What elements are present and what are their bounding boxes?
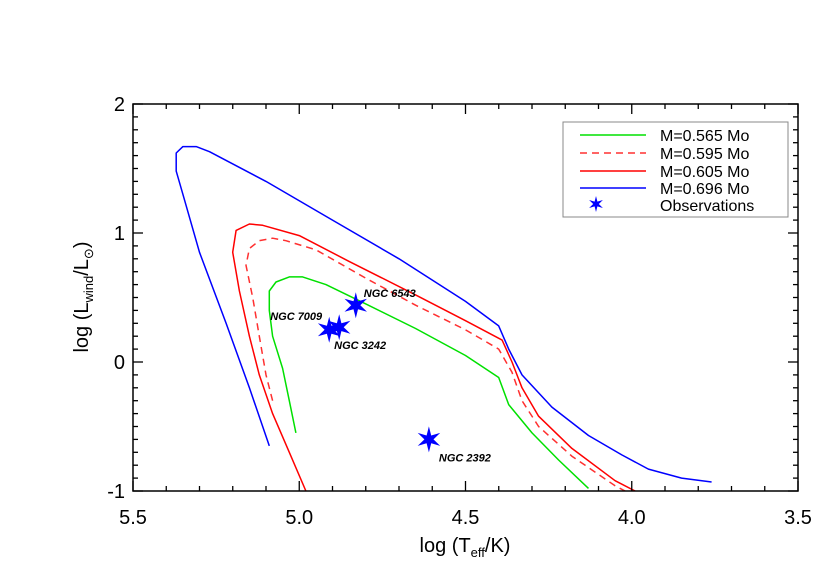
legend-label-observations: Observations — [660, 198, 754, 215]
x-tick-label: 4.5 — [452, 507, 480, 529]
x-tick-label: 4.0 — [618, 507, 646, 529]
series-line-1 — [245, 237, 626, 491]
y-tick-label: 1 — [114, 223, 125, 245]
annotation-label: NGC 7009 — [270, 311, 323, 323]
y-axis-label: log (Lwind/L⊙) — [71, 241, 96, 352]
series-layer — [175, 145, 712, 491]
x-tick-label: 5.0 — [285, 507, 313, 529]
legend-label-0595: M=0.595 Mo — [660, 146, 749, 163]
series-line-2 — [231, 223, 636, 491]
x-tick-label: 5.5 — [119, 507, 147, 529]
legend: M=0.565 Mo M=0.595 Mo M=0.605 Mo M=0.696… — [562, 121, 789, 218]
annotation-label: NGC 2392 — [439, 452, 491, 464]
annotations-layer: NGC 6543 NGC 7009 NGC 3242 NGC 2392 — [270, 288, 491, 464]
observation-star-icon — [344, 292, 367, 319]
observation-star-icon — [327, 314, 351, 341]
legend-star-icon — [589, 196, 603, 212]
y-tick-label: 2 — [114, 94, 125, 116]
x-axis-label: log (Teff/K) — [420, 535, 511, 560]
axes: 5.5 5.0 4.5 4.0 3.5 -1 0 1 2 — [107, 94, 812, 529]
legend-label-0696: M=0.696 Mo — [660, 181, 749, 198]
legend-label-0605: M=0.605 Mo — [660, 164, 749, 181]
legend-star-shape — [589, 196, 603, 212]
observations-layer — [317, 292, 441, 453]
legend-label-0565: M=0.565 Mo — [660, 128, 749, 145]
observation-star-icon — [317, 316, 341, 343]
annotation-label: NGC 6543 — [364, 288, 416, 300]
y-tick-label: 0 — [114, 352, 125, 374]
observation-star-icon — [417, 426, 441, 453]
series-line-0 — [268, 276, 590, 489]
svg-text:log (Lwind/L⊙): log (Lwind/L⊙) — [71, 241, 96, 352]
series-line-3 — [175, 145, 712, 483]
x-tick-label: 3.5 — [784, 507, 812, 529]
annotation-label: NGC 3242 — [334, 340, 386, 352]
y-tick-label: -1 — [107, 481, 125, 503]
